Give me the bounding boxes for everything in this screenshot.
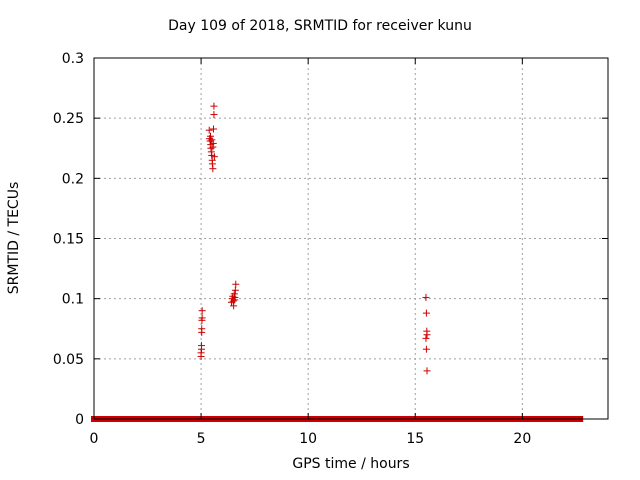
data-point bbox=[198, 314, 206, 322]
data-point bbox=[232, 280, 240, 288]
y-axis-label: SRMTID / TECUs bbox=[6, 181, 22, 295]
axis-ticks: 0 5 10 15 20 0 0.05 0.1 0.15 0.2 0.25 0.3 bbox=[53, 51, 608, 447]
plot-frame bbox=[93, 57, 609, 420]
data-point bbox=[230, 290, 238, 298]
data-point bbox=[205, 126, 213, 134]
y-tick-label: 0.25 bbox=[53, 111, 84, 127]
data-point bbox=[198, 307, 206, 315]
x-tick-label: 20 bbox=[513, 431, 531, 447]
x-tick-label: 0 bbox=[90, 431, 99, 447]
chart-title: Day 109 of 2018, SRMTID for receiver kun… bbox=[168, 18, 472, 34]
x-tick-label: 15 bbox=[406, 431, 424, 447]
data-point bbox=[210, 111, 218, 119]
data-point bbox=[422, 309, 430, 317]
data-point bbox=[230, 302, 238, 310]
data-point bbox=[231, 293, 239, 301]
grid bbox=[94, 58, 608, 419]
data-point bbox=[210, 102, 218, 110]
x-tick-label: 10 bbox=[299, 431, 317, 447]
data-point bbox=[423, 331, 431, 339]
data-point bbox=[422, 334, 430, 342]
data-point bbox=[210, 153, 218, 161]
y-tick-label: 0.05 bbox=[53, 352, 84, 368]
data-point bbox=[422, 293, 430, 301]
data-point bbox=[209, 139, 217, 147]
data-point bbox=[208, 136, 216, 144]
data-point bbox=[198, 325, 206, 333]
data-point bbox=[231, 286, 239, 294]
x-axis-label: GPS time / hours bbox=[292, 456, 410, 472]
y-tick-label: 0.3 bbox=[62, 51, 84, 67]
y-tick-label: 0.2 bbox=[62, 171, 84, 187]
data-point bbox=[422, 345, 430, 353]
y-tick-label: 0.1 bbox=[62, 292, 84, 308]
data-point bbox=[207, 132, 215, 140]
data-point bbox=[209, 165, 217, 173]
data-point bbox=[210, 125, 218, 133]
data-point bbox=[423, 367, 431, 375]
x-tick-label: 5 bbox=[197, 431, 206, 447]
y-tick-label: 0.15 bbox=[53, 232, 84, 248]
y-tick-label: 0 bbox=[75, 412, 84, 428]
data-point bbox=[198, 342, 206, 350]
data-points bbox=[197, 102, 431, 375]
